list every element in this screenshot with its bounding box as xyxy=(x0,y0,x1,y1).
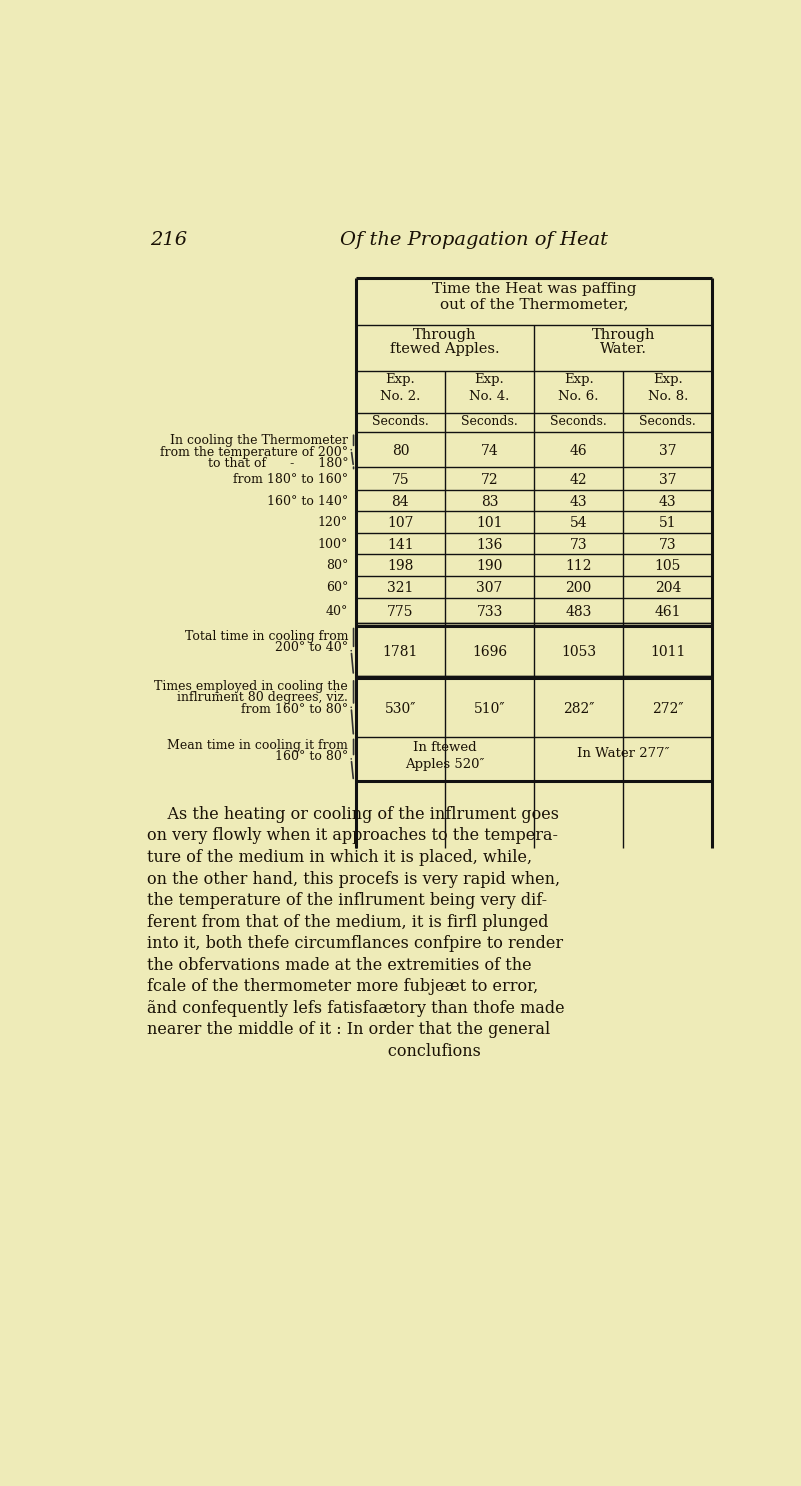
Text: ãnd confequently lefs fatisfaætory than thofe made: ãnd confequently lefs fatisfaætory than … xyxy=(147,1000,564,1016)
Text: 775: 775 xyxy=(387,605,413,620)
Text: 74: 74 xyxy=(481,444,498,458)
Text: 40°: 40° xyxy=(326,605,348,618)
Text: 75: 75 xyxy=(392,473,409,487)
Text: 72: 72 xyxy=(481,473,498,487)
Text: fcale of the thermometer more fubjeæt to error,: fcale of the thermometer more fubjeæt to… xyxy=(147,978,538,996)
Text: 204: 204 xyxy=(654,581,681,596)
Text: Through: Through xyxy=(413,328,477,342)
Text: 216: 216 xyxy=(151,230,187,248)
Text: 73: 73 xyxy=(570,538,587,551)
Text: nearer the middle of it : In order that the general: nearer the middle of it : In order that … xyxy=(147,1021,549,1039)
Text: 37: 37 xyxy=(659,444,677,458)
Text: 84: 84 xyxy=(392,495,409,510)
Text: Total time in cooling from: Total time in cooling from xyxy=(184,630,348,642)
Text: In Water 277″: In Water 277″ xyxy=(577,747,670,761)
Text: Time the Heat was paffing: Time the Heat was paffing xyxy=(432,282,636,296)
Text: 80°: 80° xyxy=(326,559,348,572)
Text: 83: 83 xyxy=(481,495,498,510)
Text: Seconds.: Seconds. xyxy=(550,416,607,428)
Text: 54: 54 xyxy=(570,516,587,531)
Text: 43: 43 xyxy=(570,495,587,510)
Text: 105: 105 xyxy=(654,559,681,574)
Text: 510″: 510″ xyxy=(474,701,505,716)
Text: Through: Through xyxy=(591,328,655,342)
Text: Exp.
No. 6.: Exp. No. 6. xyxy=(558,373,599,403)
Text: 1011: 1011 xyxy=(650,645,686,658)
Text: 160° to 140°: 160° to 140° xyxy=(267,495,348,508)
Text: Of the Propagation of Heat: Of the Propagation of Heat xyxy=(340,230,609,248)
Text: 307: 307 xyxy=(477,581,503,596)
Text: 60°: 60° xyxy=(326,581,348,594)
Text: 200: 200 xyxy=(566,581,592,596)
Text: Exp.
No. 2.: Exp. No. 2. xyxy=(380,373,421,403)
Text: 321: 321 xyxy=(387,581,413,596)
Text: As the heating or cooling of the inflrument goes: As the heating or cooling of the inflrum… xyxy=(147,805,558,823)
Text: 1053: 1053 xyxy=(562,645,596,658)
Text: ftewed Apples.: ftewed Apples. xyxy=(390,342,500,357)
Text: Seconds.: Seconds. xyxy=(372,416,429,428)
Text: on the other hand, this procefs is very rapid when,: on the other hand, this procefs is very … xyxy=(147,871,560,887)
Text: 100°: 100° xyxy=(318,538,348,551)
Text: the obfervations made at the extremities of the: the obfervations made at the extremities… xyxy=(147,957,531,973)
Text: Times employed in cooling the: Times employed in cooling the xyxy=(155,679,348,692)
Text: In cooling the Thermometer: In cooling the Thermometer xyxy=(170,434,348,447)
Text: conclufions: conclufions xyxy=(147,1043,481,1060)
Text: Exp.
No. 4.: Exp. No. 4. xyxy=(469,373,509,403)
Text: 198: 198 xyxy=(387,559,413,574)
Text: 160° to 80°: 160° to 80° xyxy=(275,750,348,764)
Text: 200° to 40°: 200° to 40° xyxy=(275,640,348,654)
Text: to that of      -      180°: to that of - 180° xyxy=(207,458,348,470)
Text: 136: 136 xyxy=(477,538,503,551)
Text: 272″: 272″ xyxy=(652,701,683,716)
Text: 37: 37 xyxy=(659,473,677,487)
Text: from the temperature of 200°: from the temperature of 200° xyxy=(160,446,348,459)
Text: ture of the medium in which it is placed, while,: ture of the medium in which it is placed… xyxy=(147,849,532,866)
Text: 43: 43 xyxy=(659,495,677,510)
Text: In ftewed
Apples 520″: In ftewed Apples 520″ xyxy=(405,742,485,771)
Text: 461: 461 xyxy=(654,605,681,620)
Text: 733: 733 xyxy=(477,605,503,620)
Text: 282″: 282″ xyxy=(563,701,594,716)
Text: 51: 51 xyxy=(659,516,677,531)
Text: 1781: 1781 xyxy=(383,645,418,658)
Text: 190: 190 xyxy=(477,559,503,574)
Text: 42: 42 xyxy=(570,473,587,487)
Text: inflrument 80 degrees, viz.: inflrument 80 degrees, viz. xyxy=(177,691,348,704)
Text: Exp.
No. 8.: Exp. No. 8. xyxy=(648,373,688,403)
Text: Water.: Water. xyxy=(600,342,646,357)
Text: 120°: 120° xyxy=(318,516,348,529)
Text: 483: 483 xyxy=(566,605,592,620)
Text: 80: 80 xyxy=(392,444,409,458)
Text: on very flowly when it approaches to the tempera-: on very flowly when it approaches to the… xyxy=(147,828,557,844)
Text: 1696: 1696 xyxy=(472,645,507,658)
Text: out of the Thermometer,: out of the Thermometer, xyxy=(440,297,628,312)
Text: 112: 112 xyxy=(566,559,592,574)
Text: into it, both thefe circumflances confpire to render: into it, both thefe circumflances confpi… xyxy=(147,935,563,953)
Text: 107: 107 xyxy=(387,516,413,531)
Text: 101: 101 xyxy=(477,516,503,531)
Text: from 180° to 160°: from 180° to 160° xyxy=(233,473,348,486)
Text: 46: 46 xyxy=(570,444,587,458)
Text: Mean time in cooling it from: Mean time in cooling it from xyxy=(167,739,348,752)
Text: ferent from that of the medium, it is firfl plunged: ferent from that of the medium, it is fi… xyxy=(147,914,548,930)
Text: Seconds.: Seconds. xyxy=(639,416,696,428)
Text: 73: 73 xyxy=(659,538,677,551)
Text: 530″: 530″ xyxy=(384,701,417,716)
Text: the temperature of the inflrument being very dif-: the temperature of the inflrument being … xyxy=(147,892,547,909)
Text: 141: 141 xyxy=(387,538,414,551)
Text: from 160° to 80°: from 160° to 80° xyxy=(241,703,348,716)
Text: Seconds.: Seconds. xyxy=(461,416,518,428)
